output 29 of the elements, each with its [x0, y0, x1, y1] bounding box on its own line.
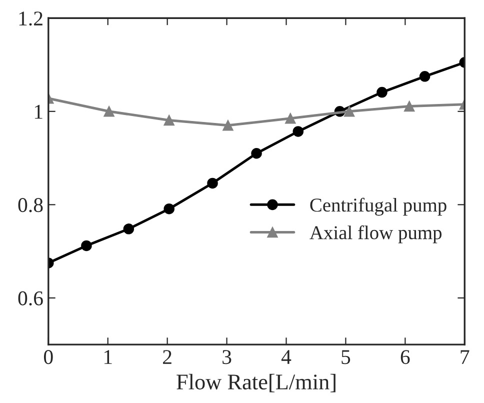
x-tick-label: 7 [460, 350, 470, 364]
point [81, 240, 92, 252]
y-tick-label: 0.8 [18, 198, 43, 212]
point [419, 71, 430, 82]
y-tick-label: 1.2 [19, 12, 42, 26]
point [376, 86, 388, 98]
point [251, 148, 262, 159]
point [104, 106, 114, 117]
x-tick-label: 6 [400, 350, 410, 364]
point [164, 203, 174, 214]
point [207, 178, 218, 189]
x-tick-label: 2 [163, 350, 172, 364]
point [344, 106, 355, 117]
point [285, 113, 296, 124]
legend-label: Axial flow pump [310, 225, 442, 244]
point [404, 100, 415, 112]
legend-label: Centrifugal pump [310, 198, 446, 216]
x-tick-label: 4 [281, 350, 292, 364]
point [292, 126, 304, 137]
x-tick-label: 3 [222, 350, 232, 364]
point [222, 120, 234, 131]
point [164, 114, 174, 126]
x-axis-title: Flow Rate[L/min] [176, 374, 336, 392]
point [123, 224, 134, 234]
x-tick-label: 5 [342, 350, 350, 364]
x-tick-label: 1 [104, 350, 112, 364]
x-tick-label: 0 [44, 350, 53, 364]
y-tick-label: 0.6 [18, 291, 43, 306]
y-tick-label: 1 [34, 104, 42, 119]
